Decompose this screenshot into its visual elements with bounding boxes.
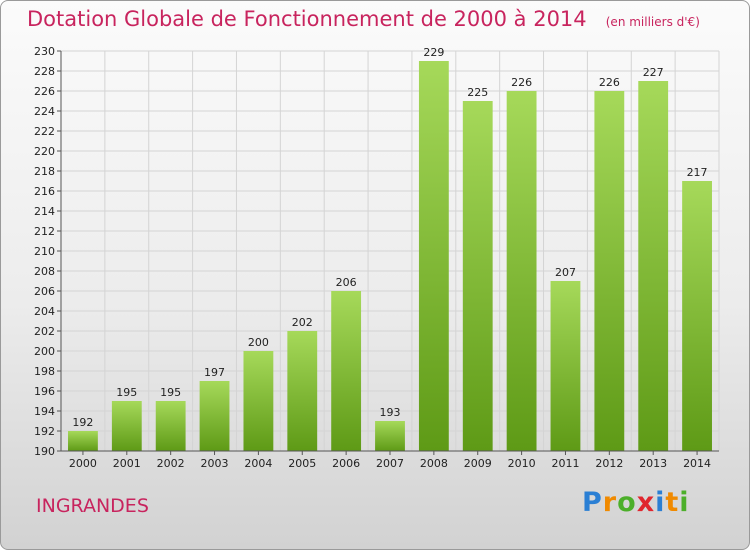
logo-letter: P	[582, 487, 603, 518]
x-tick-label: 2013	[639, 457, 667, 470]
bar-2000	[68, 431, 98, 451]
x-tick-label: 2012	[595, 457, 623, 470]
logo-letter: o	[617, 487, 637, 518]
y-tick-label: 192	[34, 425, 55, 438]
bar-2009	[462, 101, 493, 451]
y-tick-label: 194	[34, 405, 55, 418]
bar-value-label: 206	[336, 276, 357, 289]
x-tick-label: 2005	[288, 457, 316, 470]
bar-2013	[638, 81, 669, 451]
logo-letter: x	[636, 487, 656, 518]
bar-2005	[287, 331, 318, 451]
y-tick-label: 212	[34, 225, 55, 238]
chart-subtitle: (en milliers d'€)	[605, 15, 700, 29]
x-tick-label: 2001	[113, 457, 141, 470]
title-row: Dotation Globale de Fonctionnement de 20…	[27, 7, 700, 31]
logo-letter: i	[679, 487, 690, 518]
x-tick-label: 2004	[244, 457, 272, 470]
y-tick-label: 214	[34, 205, 55, 218]
y-tick-label: 230	[34, 45, 55, 58]
bar-2008	[418, 61, 449, 451]
x-tick-label: 2008	[420, 457, 448, 470]
x-tick-label: 2010	[508, 457, 536, 470]
bars: 192 195 195 197 200 202 206 193 229 225 226 207 226 2…	[68, 46, 712, 451]
bar-value-label: 197	[204, 366, 225, 379]
y-tick-label: 190	[34, 445, 55, 458]
bar-2001	[111, 401, 142, 451]
logo-letter: i	[655, 487, 666, 518]
bar-2012	[594, 91, 625, 451]
y-tick-label: 200	[34, 345, 55, 358]
bar-value-label: 200	[248, 336, 269, 349]
bar-value-label: 207	[555, 266, 576, 279]
x-tick-label: 2006	[332, 457, 360, 470]
x-tick-label: 2002	[157, 457, 185, 470]
bar-value-label: 195	[116, 386, 137, 399]
y-tick-label: 202	[34, 325, 55, 338]
y-tick-label: 222	[34, 125, 55, 138]
bar-value-label: 192	[72, 416, 93, 429]
bar-value-label: 226	[511, 76, 532, 89]
bar-2011	[550, 281, 581, 451]
x-tick-label: 2009	[464, 457, 492, 470]
proxiti-logo: Proxiti	[582, 487, 690, 518]
bar-2004	[243, 351, 274, 451]
y-tick-label: 196	[34, 385, 55, 398]
bar-value-label: 225	[467, 86, 488, 99]
bar-value-label: 229	[423, 46, 444, 59]
y-tick-label: 198	[34, 365, 55, 378]
y-tick-label: 226	[34, 85, 55, 98]
x-tick-label: 2000	[69, 457, 97, 470]
logo-letter: r	[602, 487, 618, 518]
y-tick-label: 220	[34, 145, 55, 158]
y-tick-label: 210	[34, 245, 55, 258]
y-tick-label: 204	[34, 305, 55, 318]
bar-2007	[375, 421, 405, 451]
x-tick-label: 2011	[551, 457, 579, 470]
bar-2014	[682, 181, 712, 451]
y-tick-label: 216	[34, 185, 55, 198]
x-tick-label: 2014	[683, 457, 711, 470]
bar-value-label: 217	[687, 166, 708, 179]
x-tick-label: 2003	[201, 457, 229, 470]
y-tick-label: 206	[34, 285, 55, 298]
bar-value-label: 226	[599, 76, 620, 89]
y-tick-label: 218	[34, 165, 55, 178]
x-tick-label: 2007	[376, 457, 404, 470]
y-tick-label: 224	[34, 105, 55, 118]
bar-value-label: 227	[643, 66, 664, 79]
bar-2010	[506, 91, 537, 451]
bar-value-label: 193	[380, 406, 401, 419]
bar-2006	[331, 291, 362, 451]
logo-letter: t	[665, 487, 680, 518]
y-tick-label: 208	[34, 265, 55, 278]
bar-value-label: 195	[160, 386, 181, 399]
axes: 190 192 194 196 198 200 202 204 206 208 210 212 214 2…	[34, 45, 719, 470]
bar-2002	[155, 401, 186, 451]
y-tick-label: 228	[34, 65, 55, 78]
chart-title: Dotation Globale de Fonctionnement de 20…	[27, 7, 587, 31]
bar-value-label: 202	[292, 316, 313, 329]
commune-name: INGRANDES	[36, 495, 149, 517]
bar-2003	[199, 381, 230, 451]
